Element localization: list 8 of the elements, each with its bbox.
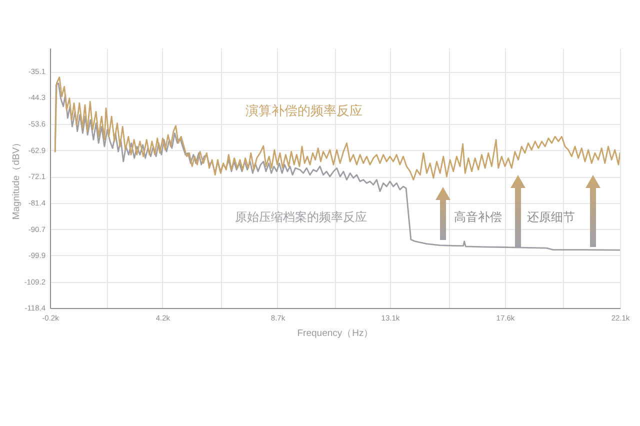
y-axis-title: Magnitude（dBV） [11, 137, 22, 220]
text: 演算补偿的频率反应 [246, 103, 362, 119]
line-series [54, 82, 620, 251]
series-label: 原始压缩档案的频率反应 [235, 210, 367, 224]
annotation: 高音补偿 [454, 210, 502, 224]
annotation: 还原细节 [527, 210, 575, 224]
x-axis-title: Frequency（Hz） [297, 328, 374, 339]
line-series [54, 76, 620, 180]
